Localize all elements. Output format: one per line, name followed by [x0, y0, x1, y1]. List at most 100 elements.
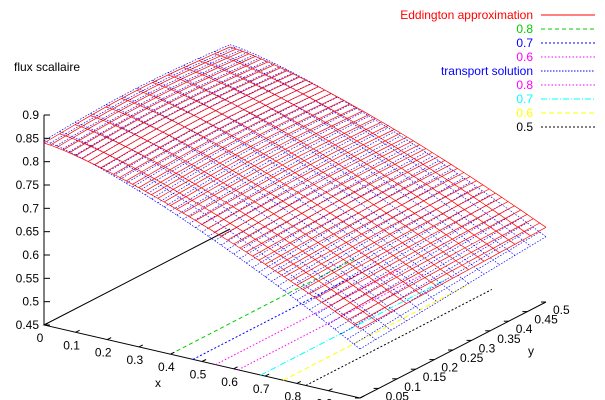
surface-mesh-line: [359, 236, 547, 350]
x-tick-label: 0.7: [253, 382, 270, 396]
surface-mesh-line: [43, 140, 361, 350]
surface-mesh-line: [62, 53, 250, 151]
surface-mesh-line: [277, 172, 464, 273]
x-tick-mark: [75, 329, 80, 333]
legend-contour-label: 0.7: [516, 36, 533, 50]
surface-mesh-line: [252, 156, 439, 257]
surface-mesh-line: [290, 186, 477, 296]
contour-layer: [170, 257, 493, 386]
surface-mesh-line: [271, 173, 458, 282]
x-tick-mark: [359, 395, 365, 399]
surface-mesh-line: [113, 76, 300, 175]
surface-mesh-line: [201, 127, 389, 233]
surface-mesh-line: [258, 164, 446, 273]
y-tick-label: 0.25: [460, 351, 484, 365]
z-tick-label: 0.65: [16, 225, 40, 239]
contour-line: [305, 289, 493, 386]
surface-mesh-line: [183, 65, 500, 266]
surface-mesh-line: [340, 214, 528, 316]
surface-mesh-line: [302, 195, 490, 306]
y-tick-label: 0.2: [441, 361, 458, 375]
surface-mesh-line: [315, 204, 502, 315]
surface-mesh-line: [136, 89, 454, 279]
x-tick-label: 0.8: [284, 389, 301, 400]
z-tick-label: 0.6: [22, 248, 39, 262]
surface-mesh-line: [119, 79, 306, 180]
surface-mesh-line: [90, 115, 407, 304]
surface-mesh-line: [233, 147, 420, 255]
surface-mesh-line: [144, 93, 332, 196]
surface-mesh-line: [258, 160, 446, 261]
z-tick-label: 0.85: [16, 131, 40, 145]
x-tick-label: 0.9: [316, 397, 333, 400]
y-tick-label: 0.35: [497, 332, 521, 346]
surface-mesh-line: [105, 106, 423, 296]
surface-mesh-line: [220, 139, 408, 246]
surface-mesh-line: [214, 132, 401, 233]
surface-mesh-line: [359, 226, 547, 330]
surface-mesh-line: [198, 57, 516, 256]
z-tick-label: 0.45: [16, 318, 40, 332]
surface-mesh-line: [81, 59, 269, 159]
z-axis-label: flux scallaire: [14, 60, 80, 74]
z-tick-label: 0.8: [22, 155, 39, 169]
surface-mesh-line: [296, 184, 483, 286]
y-tick-label: 0.4: [516, 322, 533, 336]
x-tick-mark: [233, 366, 238, 370]
surface-mesh-line: [100, 70, 288, 169]
surface-mesh-line: [75, 58, 262, 157]
surface-mesh-line: [43, 46, 231, 144]
z-tick-label: 0.9: [22, 108, 39, 122]
surface-mesh-line: [56, 50, 243, 148]
surface-mesh-line: [246, 156, 433, 264]
surface-mesh-line: [81, 61, 269, 159]
y-tick-label: 0.15: [423, 370, 447, 384]
surface-mesh-line: [59, 131, 376, 340]
surface-mesh-line: [167, 72, 485, 275]
tick-labels: 0.450.50.550.60.650.70.750.80.850.900.10…: [16, 108, 570, 400]
surface-mesh-line: [126, 83, 313, 182]
x-tick-mark: [43, 322, 49, 326]
x-tick-mark: [170, 351, 175, 355]
surface-mesh-line: [74, 124, 392, 313]
surface-mesh-line: [157, 100, 344, 204]
surface-mesh-line: [152, 82, 469, 270]
surface-mesh-line: [88, 62, 275, 162]
surface-mesh-line: [220, 136, 408, 237]
surface-mesh-line: [290, 180, 477, 282]
surface-mesh-line: [74, 121, 392, 331]
surface-mesh-line: [176, 111, 363, 216]
surface-mesh-line: [126, 82, 313, 184]
legend-contour-label: 0.6: [516, 50, 533, 64]
surface-mesh-line: [353, 222, 540, 325]
surface-mesh-line: [90, 113, 407, 322]
surface-mesh-line: [334, 209, 521, 312]
surface-mesh-line: [265, 164, 452, 265]
surface-mesh-line: [214, 51, 531, 247]
surface-mesh-line: [151, 96, 338, 196]
x-tick-mark: [106, 337, 112, 341]
x-tick-mark: [264, 373, 270, 377]
surface-mesh-line: [340, 222, 528, 335]
x-tick-label: 0.3: [126, 353, 143, 367]
surface-mesh-line: [309, 192, 496, 295]
contour-line: [192, 262, 380, 360]
surface-mesh-line: [119, 79, 306, 178]
surface-mesh-line: [208, 129, 395, 229]
surface-mesh-line: [239, 151, 427, 259]
legend-contour-label: 0.8: [516, 78, 533, 92]
surface-mesh-line: [94, 67, 281, 165]
x-tick-label: 0.1: [63, 338, 80, 352]
surface-mesh-line: [347, 227, 534, 340]
surface-mesh-line: [239, 148, 427, 249]
z-tick-label: 0.75: [16, 178, 40, 192]
contour-line: [283, 283, 470, 381]
x-tick-label: 0.4: [158, 360, 175, 374]
z-tick-label: 0.7: [22, 201, 39, 215]
y-tick-label: 0.05: [386, 389, 410, 400]
legend-contour-label: 0.5: [516, 120, 533, 134]
surface-mesh-line: [107, 72, 294, 173]
surface-mesh-line: [315, 196, 502, 299]
surface-mesh-line: [107, 73, 294, 172]
surface-mesh-line: [144, 93, 332, 192]
